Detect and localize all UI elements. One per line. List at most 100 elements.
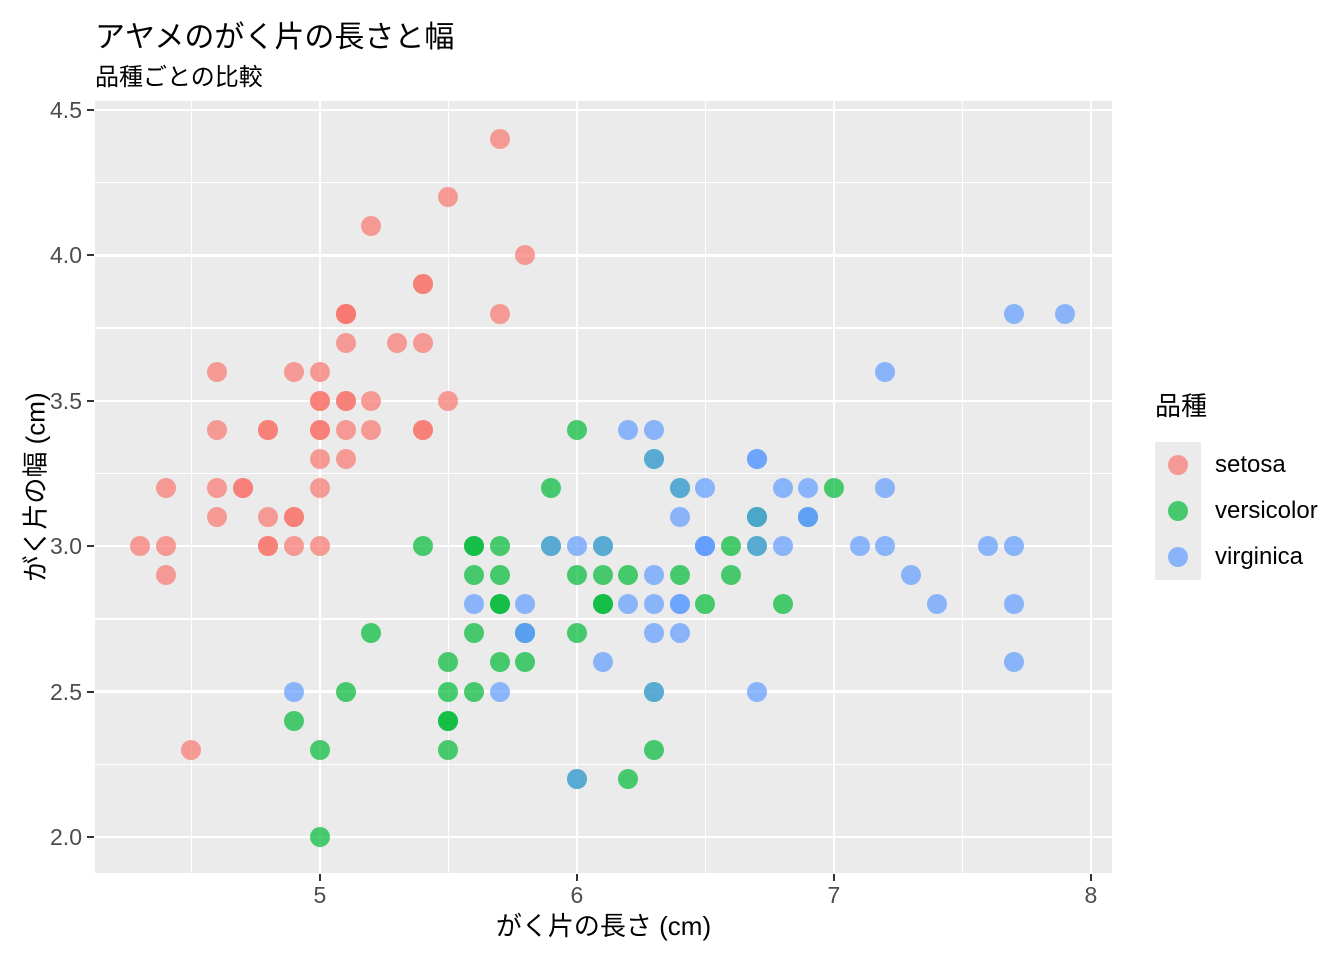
x-tick-mark (1089, 874, 1092, 881)
data-point-versicolor (438, 652, 459, 673)
data-point-virginica (849, 536, 870, 557)
gridline-major-vertical (1089, 101, 1093, 873)
gridline-minor-horizontal (95, 181, 1112, 184)
data-point-virginica (592, 536, 613, 557)
gridline-minor-vertical (961, 101, 964, 873)
data-point-setosa (232, 478, 253, 499)
data-point-versicolor (541, 478, 562, 499)
data-point-setosa (309, 361, 330, 382)
data-point-setosa (284, 361, 305, 382)
data-point-virginica (926, 594, 947, 615)
data-point-setosa (489, 303, 510, 324)
gridline-minor-horizontal (95, 763, 1112, 765)
data-point-virginica (875, 361, 896, 382)
gridline-minor-horizontal (95, 618, 1112, 620)
legend-label-versicolor: versicolor (1215, 497, 1318, 524)
data-point-virginica (875, 478, 896, 499)
data-point-virginica (798, 478, 819, 499)
data-point-setosa (335, 419, 356, 440)
data-point-virginica (746, 681, 767, 702)
gridline-major-horizontal (95, 690, 1112, 693)
data-point-setosa (207, 507, 228, 528)
y-tick-mark (87, 109, 94, 111)
plot-panel (95, 101, 1112, 873)
data-point-versicolor (566, 565, 587, 586)
data-point-virginica (1055, 303, 1076, 324)
data-point-versicolor (464, 681, 485, 702)
legend-title: 品種 (1155, 391, 1208, 421)
y-tick-mark (87, 545, 94, 548)
gridline-major-horizontal (95, 254, 1112, 257)
data-point-setosa (438, 187, 459, 208)
data-point-virginica (644, 681, 664, 702)
data-point-virginica (746, 448, 767, 469)
data-point-setosa (438, 390, 459, 411)
y-tick-mark (87, 690, 94, 693)
y-tick-label: 3.0 (50, 533, 82, 560)
data-point-versicolor (489, 594, 510, 615)
x-tick-mark (575, 874, 578, 881)
data-point-versicolor (592, 565, 613, 586)
data-point-setosa (284, 507, 305, 528)
x-tick-mark (318, 874, 321, 881)
data-point-setosa (309, 536, 330, 557)
data-point-setosa (412, 419, 433, 440)
legend-swatch-virginica-icon (1168, 547, 1188, 567)
gridline-major-horizontal (95, 835, 1112, 839)
data-point-setosa (412, 274, 433, 295)
data-point-virginica (746, 507, 767, 528)
data-point-setosa (258, 507, 279, 528)
data-point-virginica (618, 594, 639, 615)
data-point-setosa (309, 390, 330, 411)
data-point-setosa (207, 361, 228, 382)
data-point-setosa (515, 245, 536, 266)
data-point-setosa (335, 448, 356, 469)
x-tick-label: 6 (570, 882, 584, 908)
data-point-virginica (1003, 652, 1024, 673)
legend-swatch-setosa-icon (1168, 455, 1188, 475)
data-point-setosa (155, 478, 176, 499)
data-point-versicolor (438, 739, 459, 760)
data-point-setosa (207, 478, 228, 499)
data-point-virginica (464, 594, 485, 615)
data-point-setosa (335, 332, 356, 353)
data-point-virginica (1003, 594, 1024, 615)
x-axis-title: がく片の長さ (cm) (495, 911, 712, 941)
data-point-versicolor (412, 536, 433, 557)
data-point-setosa (155, 565, 176, 586)
data-point-versicolor (464, 536, 485, 557)
data-point-setosa (309, 448, 330, 469)
legend-rows: setosa versicolor virginica (1155, 442, 1318, 580)
legend-item-versicolor: versicolor (1155, 488, 1318, 534)
data-point-virginica (772, 536, 793, 557)
plot-subtitle: 品種ごとの比較 (95, 64, 263, 91)
data-point-virginica (284, 681, 305, 702)
gridline-major-horizontal (95, 108, 1112, 112)
x-tick-label: 7 (827, 882, 841, 908)
gridline-major-vertical (575, 101, 579, 873)
data-point-versicolor (566, 623, 587, 644)
x-tick-mark (832, 874, 835, 881)
data-point-virginica (618, 419, 639, 440)
data-point-versicolor (464, 565, 485, 586)
data-point-virginica (592, 652, 613, 673)
data-point-virginica (566, 768, 587, 789)
data-point-setosa (335, 390, 356, 411)
data-point-versicolor (438, 681, 459, 702)
data-point-virginica (798, 507, 819, 528)
legend-item-virginica: virginica (1155, 534, 1318, 580)
data-point-versicolor (309, 739, 330, 760)
y-tick-label: 2.0 (50, 823, 82, 850)
data-point-versicolor (721, 536, 742, 557)
data-point-setosa (361, 419, 382, 440)
legend-key-versicolor (1155, 488, 1201, 534)
data-point-versicolor (592, 594, 613, 615)
legend-swatch-versicolor-icon (1168, 501, 1188, 521)
legend: 品種 setosa versicolor virginica (1155, 391, 1318, 580)
data-point-virginica (515, 623, 536, 644)
data-point-versicolor (515, 652, 536, 673)
data-point-virginica (644, 623, 664, 644)
data-point-virginica (1003, 536, 1024, 557)
data-point-versicolor (669, 565, 690, 586)
